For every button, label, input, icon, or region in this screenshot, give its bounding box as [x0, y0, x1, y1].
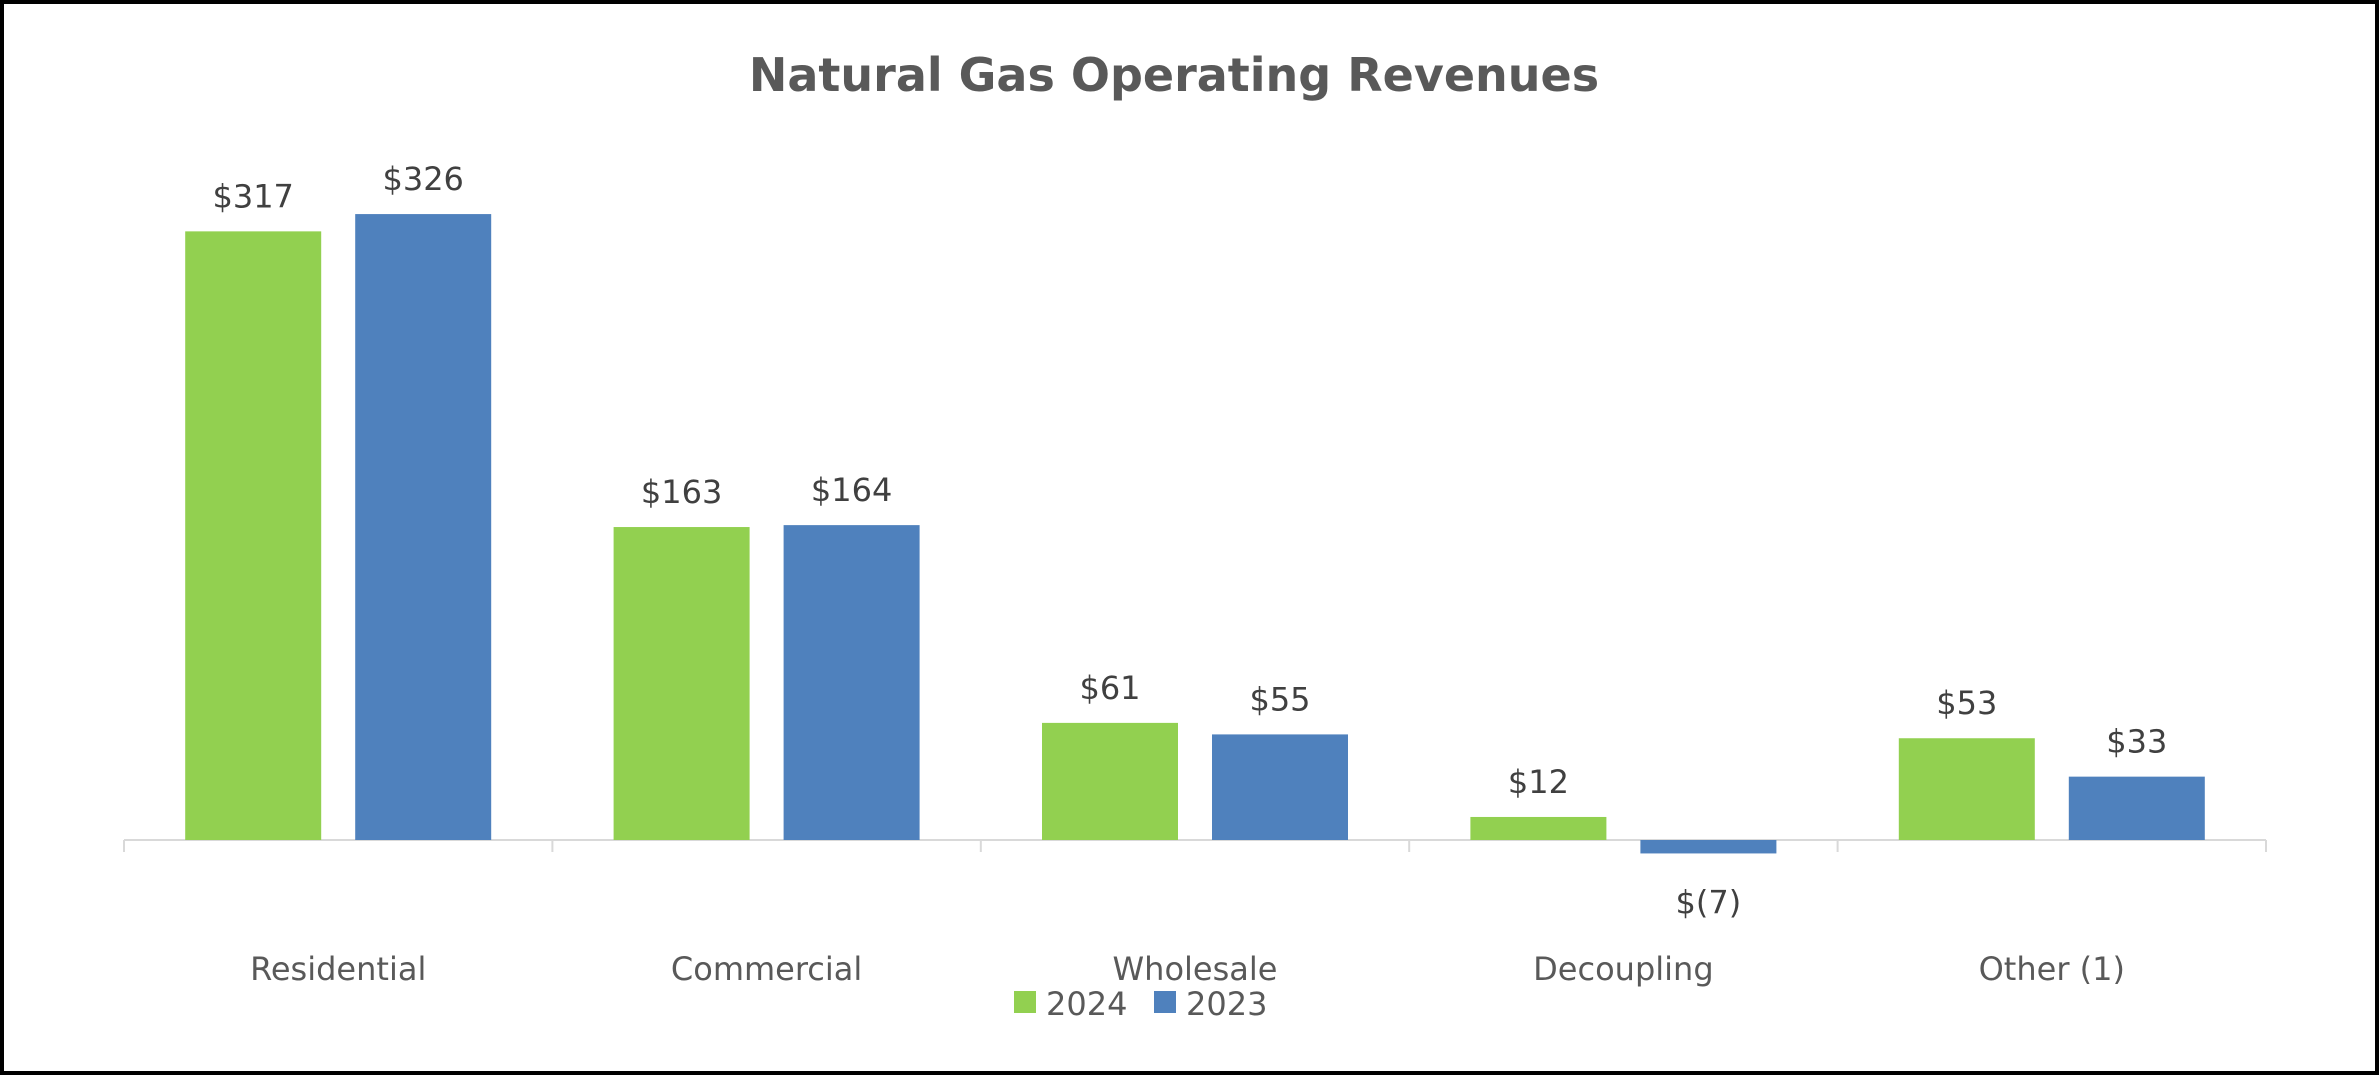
bar-chart: Natural Gas Operating Revenues $317 $326 R…: [123, 48, 2267, 1023]
bar-2023-2: [1212, 734, 1348, 840]
bar-2024-4: [1898, 738, 2035, 840]
data-label: $61: [1079, 669, 1140, 707]
legend-swatch: [1014, 991, 1036, 1013]
category-label: Commercial: [671, 950, 862, 988]
category-label: Other (1): [1979, 950, 2125, 988]
bar-2024-0: [185, 231, 322, 841]
data-label: $53: [1936, 684, 1997, 722]
data-label: $164: [811, 471, 892, 509]
data-label: $326: [382, 160, 463, 198]
legend-label: 2024: [1046, 985, 1127, 1023]
legend: 2024 2023: [1014, 985, 1267, 1023]
chart-title: Natural Gas Operating Revenues: [749, 48, 1599, 102]
data-label: $12: [1508, 763, 1569, 801]
plot-area: $317 $326 Residential $163 $164 Commercial $61…: [123, 160, 2267, 988]
data-label: $163: [641, 473, 722, 511]
legend-swatch: [1154, 991, 1176, 1013]
bar-2023-0: [355, 214, 492, 840]
bar-2024-1: [613, 527, 750, 840]
data-label: $33: [2106, 723, 2167, 761]
bar-2023-1: [783, 525, 920, 840]
bar-2023-4: [2068, 776, 2205, 840]
legend-label: 2023: [1186, 985, 1267, 1023]
category-label: Wholesale: [1113, 950, 1278, 988]
category-label: Decoupling: [1533, 950, 1713, 988]
data-label: $55: [1249, 680, 1310, 718]
data-label: $317: [212, 177, 293, 215]
bar-2023-3: [1640, 840, 1777, 854]
bar-2024-3: [1470, 816, 1607, 840]
data-label: $(7): [1676, 883, 1742, 921]
bar-2024-2: [1042, 722, 1178, 840]
category-label: Residential: [250, 950, 426, 988]
